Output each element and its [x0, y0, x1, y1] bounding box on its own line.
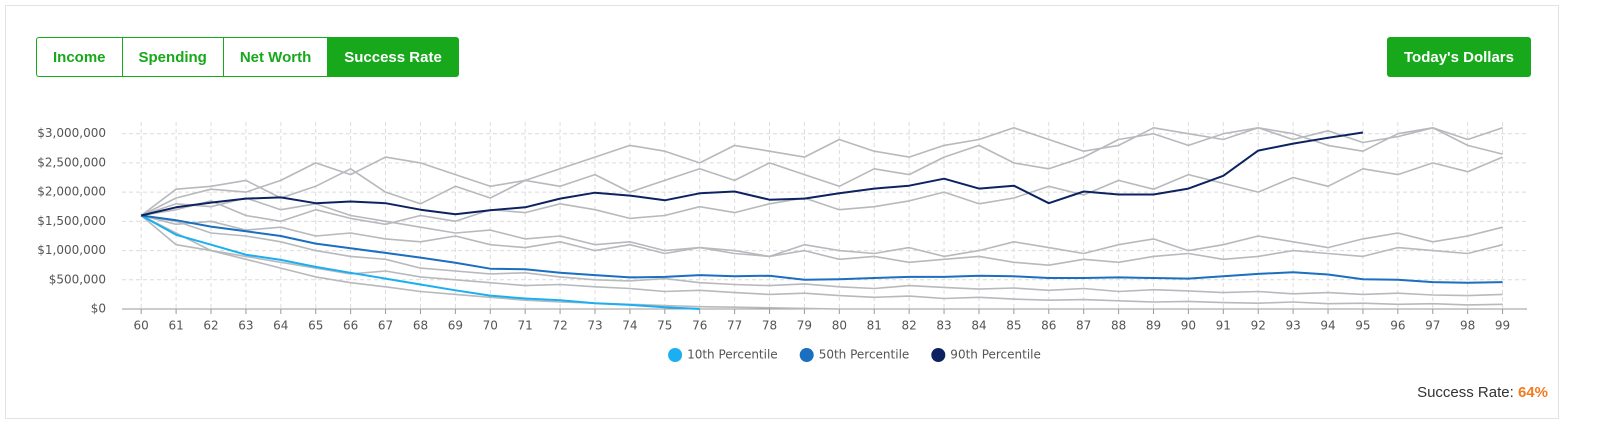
y-tick-label: $2,000,000: [37, 185, 106, 199]
x-tick-label: 90: [1181, 319, 1196, 333]
legend-label: 90th Percentile: [950, 348, 1041, 362]
x-tick-label: 82: [902, 319, 917, 333]
x-tick-label: 84: [971, 319, 986, 333]
x-tick-label: 79: [797, 319, 812, 333]
todays-dollars-button[interactable]: Today's Dollars: [1387, 37, 1531, 77]
simulation-line: [140, 214, 1503, 306]
x-tick-label: 76: [692, 319, 707, 333]
tab[interactable]: Net Worth: [223, 37, 329, 77]
legend-label: 10th Percentile: [687, 348, 778, 362]
success-rate: Success Rate: 64%: [1417, 384, 1548, 401]
panel: [5, 5, 1559, 419]
x-tick-label: 96: [1390, 319, 1405, 333]
tab[interactable]: Success Rate: [328, 37, 459, 77]
x-tick-label: 92: [1251, 319, 1266, 333]
percentile-line: [140, 131, 1364, 217]
x-tick-label: 85: [1006, 319, 1021, 333]
x-tick-label: 60: [134, 319, 149, 333]
success-rate-label: Success Rate:: [1417, 384, 1514, 401]
legend-swatch: [799, 348, 814, 362]
y-tick-label: $1,500,000: [37, 214, 106, 228]
simulation-line: [140, 214, 840, 310]
x-tick-label: 80: [832, 319, 847, 333]
x-tick-label: 81: [867, 319, 882, 333]
x-tick-label: 65: [308, 319, 323, 333]
tab[interactable]: Income: [36, 37, 123, 77]
legend: 10th Percentile 50th Percentile 90th Perce…: [668, 348, 1041, 362]
y-tick-label: $500,000: [49, 272, 106, 286]
x-tick-label: 95: [1355, 319, 1370, 333]
y-tick-label: $0: [91, 302, 106, 316]
x-tick-label: 72: [552, 319, 567, 333]
simulation-line: [140, 197, 1503, 266]
legend-label: 50th Percentile: [819, 348, 910, 362]
simulation-line: [141, 156, 1503, 226]
x-tick-label: 70: [483, 319, 498, 333]
x-tick-label: 94: [1320, 319, 1335, 333]
success-rate-value: 64%: [1517, 384, 1548, 401]
x-tick-label: 91: [1216, 319, 1231, 333]
x-tick-label: 86: [1041, 319, 1056, 333]
x-tick-label: 68: [413, 319, 428, 333]
x-tick-label: 77: [727, 319, 742, 333]
percentile-line: [141, 214, 1503, 284]
tab-group: Income Spending Net Worth Success Rate: [36, 37, 459, 77]
y-tick-label: $2,500,000: [37, 155, 106, 169]
simulation-line: [140, 127, 1503, 217]
x-tick-label: 74: [622, 319, 637, 333]
x-tick-label: 64: [273, 319, 288, 333]
x-tick-label: 93: [1285, 319, 1300, 333]
x-tick-label: 61: [168, 319, 183, 333]
percentile-line: [140, 214, 700, 310]
x-tick-label: 99: [1495, 319, 1510, 333]
x-tick-label: 98: [1460, 319, 1475, 333]
x-tick-label: 78: [762, 319, 777, 333]
tab[interactable]: Spending: [122, 37, 224, 77]
simulation-line: [140, 127, 1503, 217]
x-tick-label: 62: [203, 319, 218, 333]
legend-swatch: [931, 348, 946, 362]
simulation-line: [141, 214, 1503, 297]
x-tick-label: 83: [936, 319, 951, 333]
x-tick-label: 75: [657, 319, 672, 333]
x-tick-label: 63: [238, 319, 253, 333]
x-tick-label: 97: [1425, 319, 1440, 333]
x-tick-label: 88: [1111, 319, 1126, 333]
y-tick-label: $1,000,000: [37, 243, 106, 257]
x-tick-label: 66: [343, 319, 358, 333]
x-tick-label: 73: [587, 319, 602, 333]
x-tick-label: 69: [448, 319, 463, 333]
x-tick-label: 89: [1146, 319, 1161, 333]
legend-swatch: [668, 348, 683, 362]
x-tick-label: 71: [518, 319, 533, 333]
y-tick-label: $3,000,000: [37, 126, 106, 140]
x-tick-label: 67: [378, 319, 393, 333]
x-tick-label: 87: [1076, 319, 1091, 333]
simulation-line: [141, 214, 1503, 258]
